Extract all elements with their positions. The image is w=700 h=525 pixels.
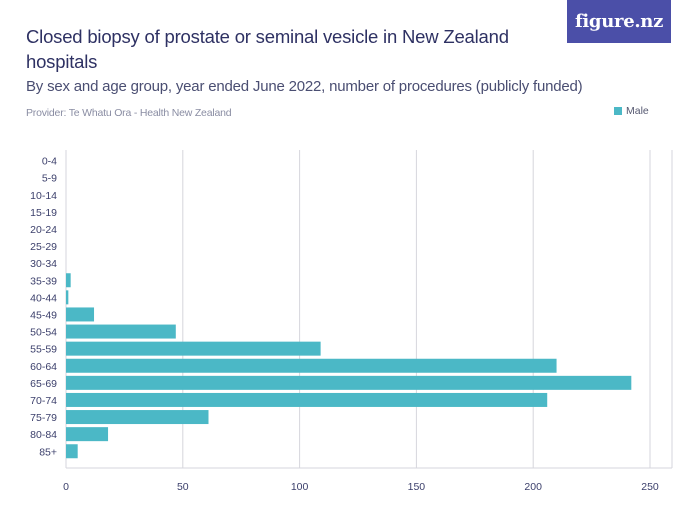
bar-65-69[interactable]	[66, 375, 632, 390]
y-tick-label-70-74: 70-74	[30, 395, 57, 407]
x-tick-label-0: 0	[63, 481, 69, 493]
bar-40-44[interactable]	[66, 290, 69, 305]
x-tick-label-250: 250	[641, 481, 659, 493]
bars	[66, 273, 632, 459]
y-tick-label-15-19: 15-19	[30, 207, 57, 219]
y-tick-label-25-29: 25-29	[30, 241, 57, 253]
bar-75-79[interactable]	[66, 410, 209, 425]
y-tick-label-40-44: 40-44	[30, 292, 57, 304]
bar-85+[interactable]	[66, 444, 78, 459]
y-tick-label-20-24: 20-24	[30, 224, 57, 236]
legend: Male	[614, 105, 649, 117]
y-tick-label-75-79: 75-79	[30, 412, 57, 424]
x-tick-label-50: 50	[177, 481, 189, 493]
data-provider: Provider: Te Whatu Ora - Health New Zeal…	[26, 107, 232, 119]
legend-label-male: Male	[626, 105, 649, 117]
y-tick-label-10-14: 10-14	[30, 190, 57, 202]
bar-70-74[interactable]	[66, 392, 548, 407]
bar-80-84[interactable]	[66, 427, 109, 442]
bar-55-59[interactable]	[66, 341, 321, 356]
chart-title: Closed biopsy of prostate or seminal ves…	[26, 26, 509, 72]
y-axis-labels: 0-4 5-9 10-14 15-19 20-24 25-29 30-34 35-39 40-4…	[30, 156, 57, 459]
y-tick-label-80-84: 80-84	[30, 429, 57, 441]
y-tick-label-30-34: 30-34	[30, 258, 57, 270]
x-tick-label-100: 100	[291, 481, 309, 493]
x-axis-labels: 0 50 100 150 200 250	[63, 481, 659, 493]
bar-50-54[interactable]	[66, 324, 176, 339]
y-tick-label-45-49: 45-49	[30, 309, 57, 321]
y-tick-label-0-4: 0-4	[42, 156, 57, 168]
y-tick-label-5-9: 5-9	[42, 173, 57, 185]
x-tick-label-200: 200	[524, 481, 542, 493]
x-tick-label-150: 150	[408, 481, 426, 493]
bar-60-64[interactable]	[66, 358, 557, 373]
y-tick-label-35-39: 35-39	[30, 275, 57, 287]
y-tick-label-65-69: 65-69	[30, 378, 57, 390]
y-tick-label-50-54: 50-54	[30, 327, 57, 339]
chart-subtitle: By sex and age group, year ended June 20…	[26, 78, 583, 95]
figure-nz-logo[interactable]: figure.nz	[567, 0, 671, 43]
logo-text: figure.nz	[574, 11, 664, 32]
legend-swatch-male	[614, 107, 622, 115]
bar-35-39[interactable]	[66, 273, 71, 288]
y-tick-label-85+: 85+	[39, 446, 57, 458]
y-tick-label-55-59: 55-59	[30, 344, 57, 356]
bar-45-49[interactable]	[66, 307, 95, 322]
y-tick-label-60-64: 60-64	[30, 361, 57, 373]
